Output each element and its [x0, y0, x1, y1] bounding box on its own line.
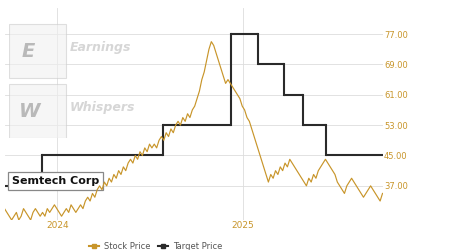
Text: Whispers: Whispers	[69, 101, 135, 114]
FancyBboxPatch shape	[9, 84, 66, 138]
Legend: Stock Price, Target Price: Stock Price, Target Price	[86, 238, 225, 250]
Text: Earnings: Earnings	[69, 41, 131, 54]
Text: Semtech Corp: Semtech Corp	[12, 176, 99, 186]
Text: W: W	[19, 102, 40, 120]
FancyBboxPatch shape	[9, 24, 66, 78]
Text: E: E	[22, 42, 35, 60]
